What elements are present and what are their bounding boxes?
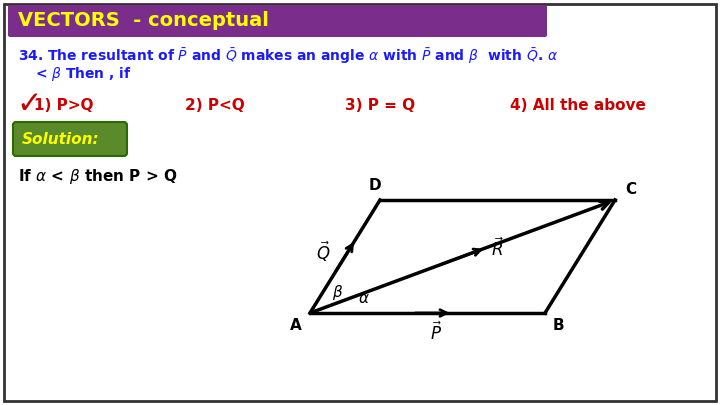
Text: $\vec{R}$: $\vec{R}$	[491, 237, 504, 260]
Text: $\beta$: $\beta$	[332, 283, 343, 302]
Text: 1) P>Q: 1) P>Q	[34, 98, 94, 113]
FancyBboxPatch shape	[8, 5, 547, 37]
Text: VECTORS  - conceptual: VECTORS - conceptual	[18, 11, 269, 30]
Text: C: C	[626, 183, 636, 198]
Text: $\vec{P}$: $\vec{P}$	[430, 322, 441, 344]
Text: ✓: ✓	[16, 90, 42, 119]
Text: $\vec{Q}$: $\vec{Q}$	[316, 239, 330, 264]
FancyBboxPatch shape	[13, 122, 127, 156]
Text: D: D	[369, 179, 382, 194]
Text: A: A	[290, 318, 302, 333]
Text: 2) P<Q: 2) P<Q	[185, 98, 245, 113]
Text: 4) All the above: 4) All the above	[510, 98, 646, 113]
Text: Solution:: Solution:	[22, 132, 99, 147]
Text: If $\alpha$ < $\beta$ then P > Q: If $\alpha$ < $\beta$ then P > Q	[18, 168, 178, 186]
Text: $\alpha$: $\alpha$	[358, 291, 370, 306]
Text: < $\beta$ Then , if: < $\beta$ Then , if	[35, 65, 132, 83]
FancyBboxPatch shape	[4, 4, 716, 401]
Text: B: B	[552, 318, 564, 333]
Text: 3) P = Q: 3) P = Q	[345, 98, 415, 113]
Text: 34. The resultant of $\bar{P}$ and $\bar{Q}$ makes an angle $\alpha$ with $\bar{: 34. The resultant of $\bar{P}$ and $\bar…	[18, 46, 558, 66]
